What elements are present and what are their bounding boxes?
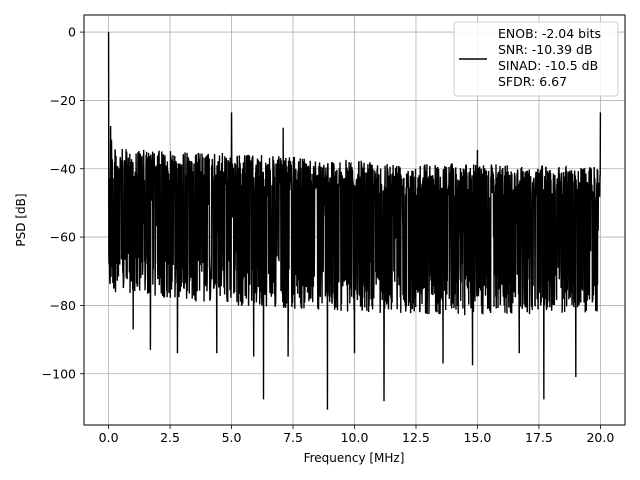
x-tick-label: 17.5 <box>525 430 553 445</box>
y-tick-label: −80 <box>50 298 76 313</box>
ticks: 0.0 2.5 5.0 7.5 10.0 12.5 15.0 17.5 20.0 0 −20 −40 −… <box>42 25 615 445</box>
legend-line-sfdr: SFDR: 6.67 <box>498 74 567 89</box>
y-tick-label: −60 <box>50 230 76 245</box>
y-tick-label: −100 <box>42 366 76 381</box>
x-tick-label: 5.0 <box>222 430 242 445</box>
x-tick-label: 0.0 <box>99 430 119 445</box>
x-tick-label: 12.5 <box>402 430 430 445</box>
legend-line-sinad: SINAD: -10.5 dB <box>498 58 598 73</box>
legend-line-enob: ENOB: -2.04 bits <box>498 26 601 41</box>
y-axis-label: PSD [dB] <box>14 193 28 246</box>
x-axis-label: Frequency [MHz] <box>304 451 405 465</box>
legend-line-snr: SNR: -10.39 dB <box>498 42 593 57</box>
x-tick-label: 20.0 <box>586 430 614 445</box>
x-tick-label: 10.0 <box>341 430 369 445</box>
y-tick-label: 0 <box>68 25 76 40</box>
x-tick-label: 7.5 <box>283 430 303 445</box>
y-tick-label: −40 <box>50 161 76 176</box>
legend: ENOB: -2.04 bits SNR: -10.39 dB SINAD: -… <box>453 21 619 97</box>
psd-trace <box>107 32 602 410</box>
legend-box <box>453 21 619 97</box>
x-tick-label: 2.5 <box>160 430 180 445</box>
x-tick-label: 15.0 <box>464 430 492 445</box>
y-tick-label: −20 <box>50 93 76 108</box>
plot-area <box>107 32 602 410</box>
